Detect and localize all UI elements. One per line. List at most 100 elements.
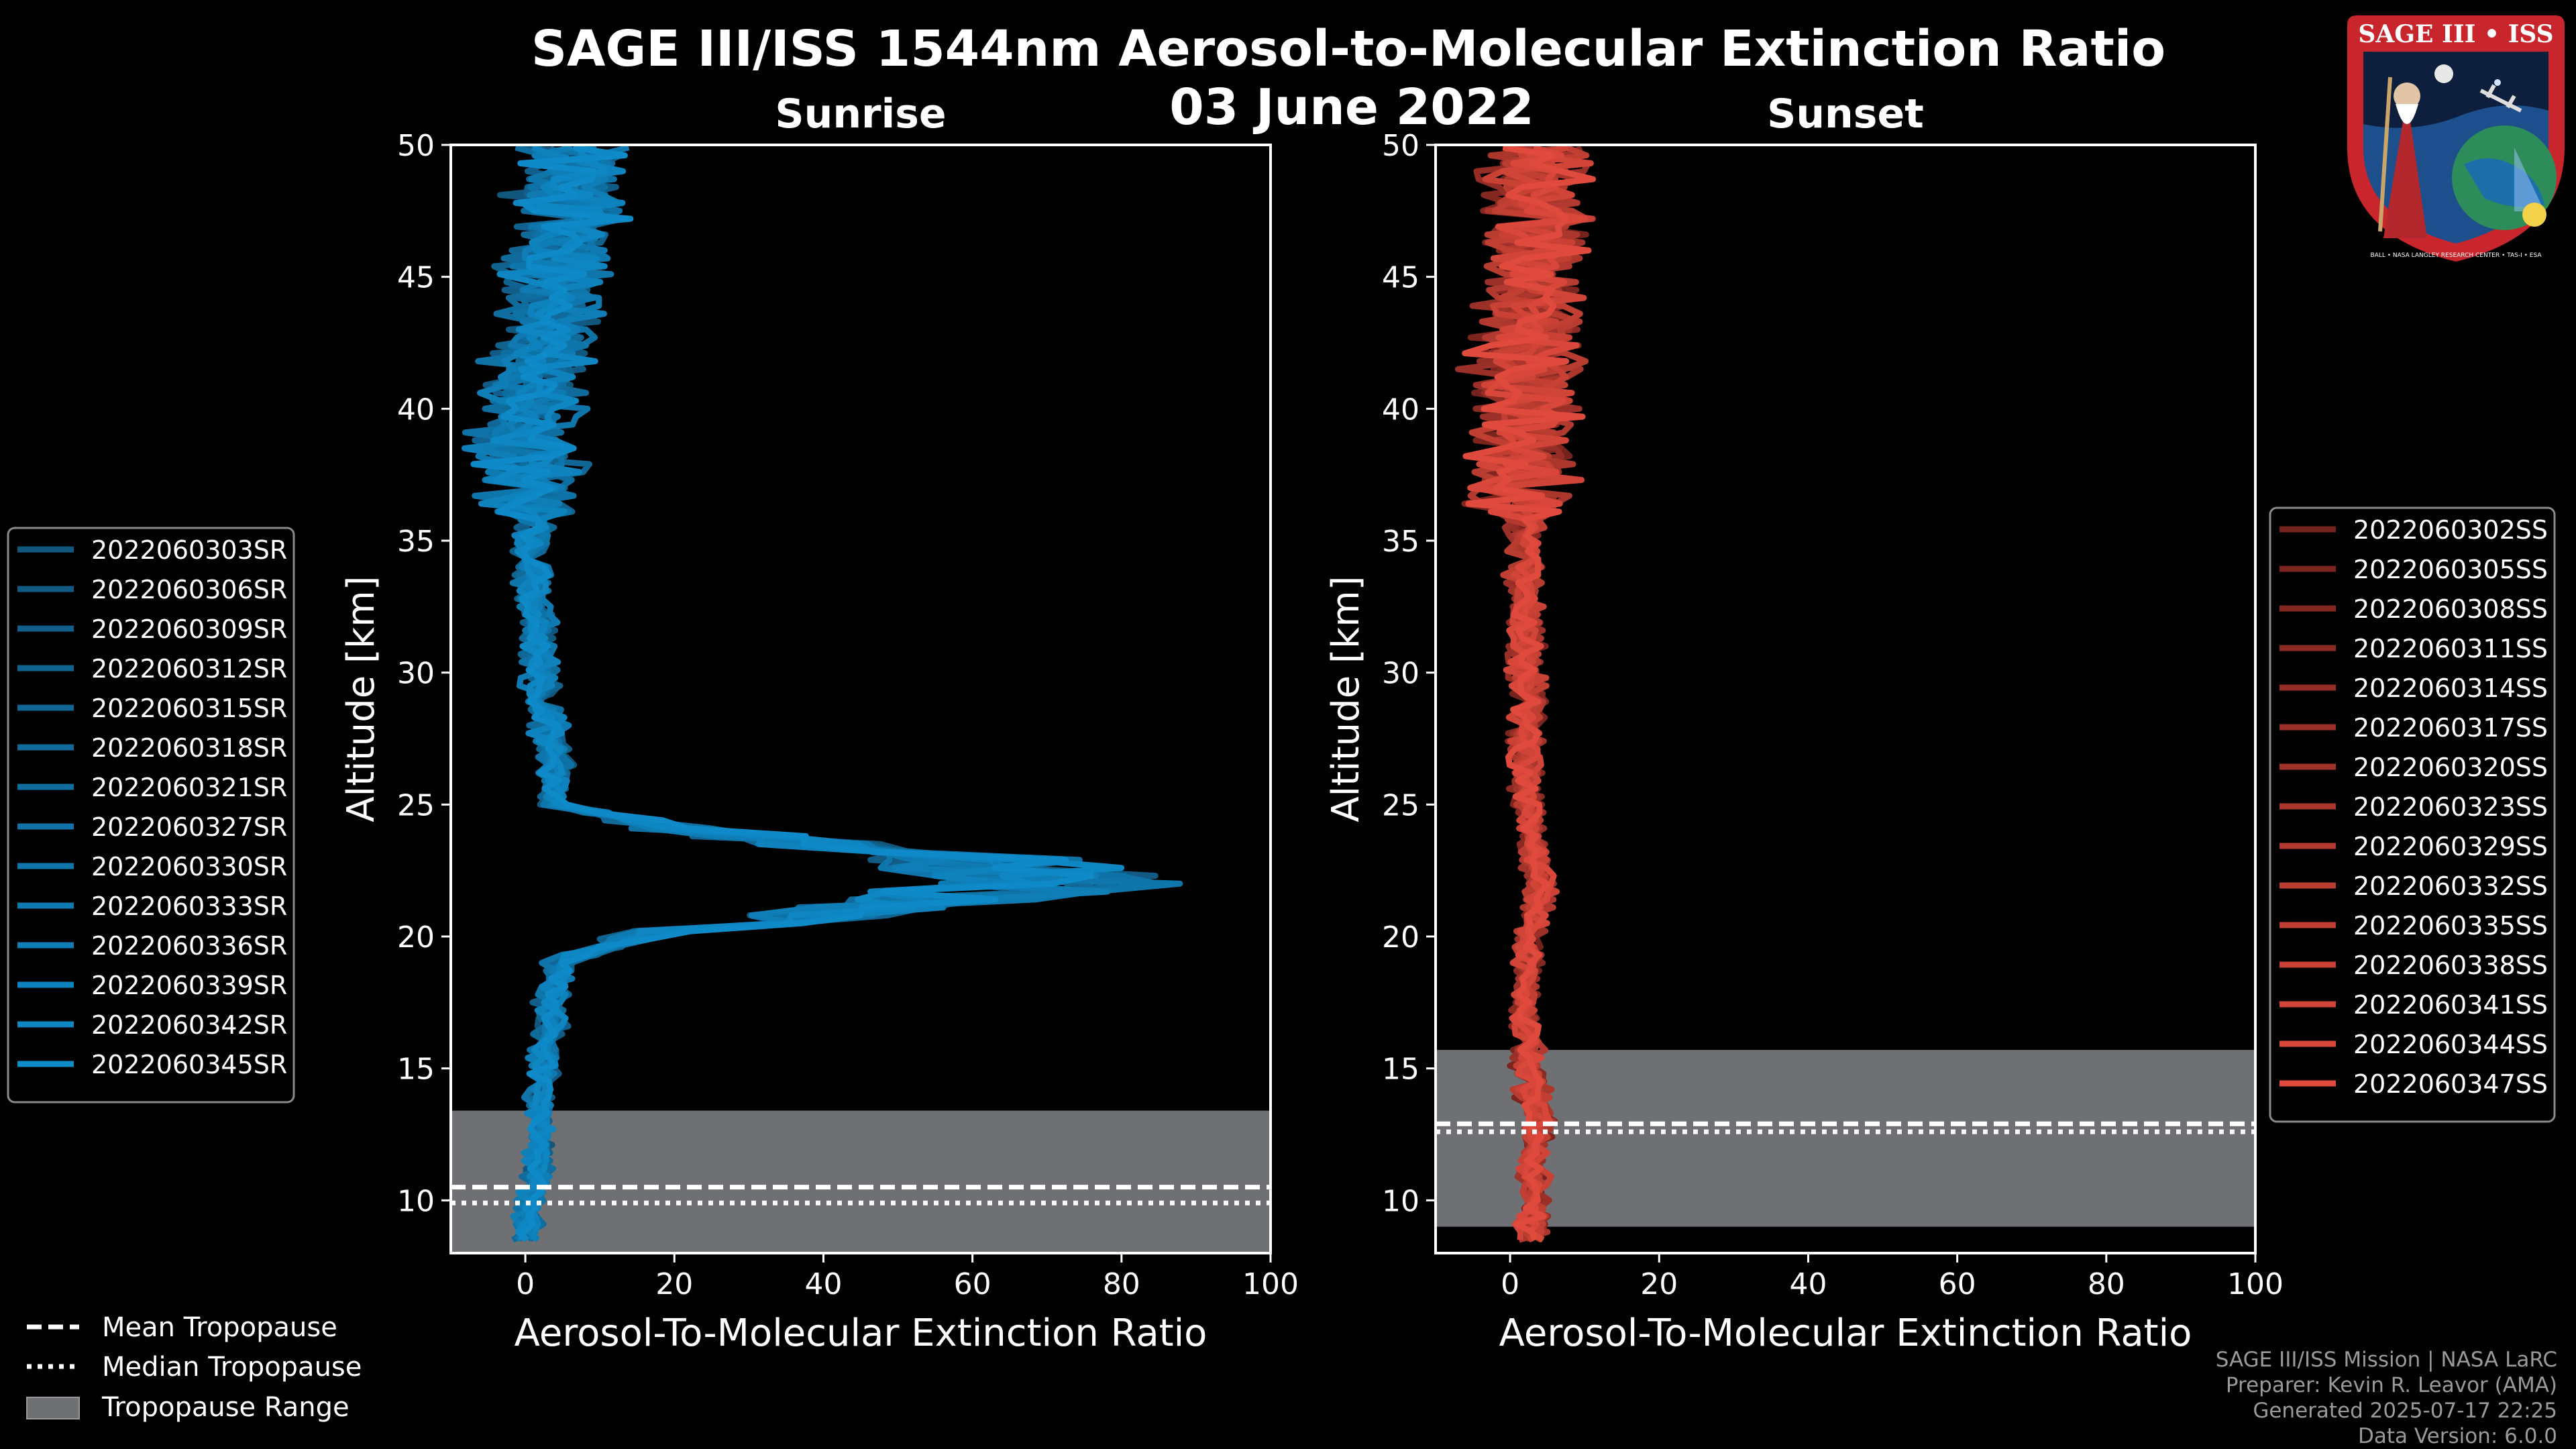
legend-label-2022060323SS: 2022060323SS: [2353, 792, 2548, 822]
sunset-legend: 2022060302SS 2022060305SS 2022060308SS 2022…: [2269, 506, 2556, 1123]
legend-label-2022060309SR: 2022060309SR: [91, 614, 287, 644]
legend-label-2022060320SS: 2022060320SS: [2353, 753, 2548, 782]
tropopause-range-band: [1436, 1050, 2255, 1227]
legend-label-2022060305SS: 2022060305SS: [2353, 555, 2548, 584]
credits-generated: Generated 2025-07-17 22:25: [2253, 1399, 2557, 1423]
y-tick-label: 30: [1382, 657, 1419, 691]
legend-label-2022060327SR: 2022060327SR: [91, 812, 287, 842]
tropopause-range-label: Tropopause Range: [101, 1392, 350, 1423]
moon-icon: [2434, 64, 2453, 83]
legend-label-2022060303SR: 2022060303SR: [91, 535, 287, 565]
legend-label-2022060308SS: 2022060308SS: [2353, 594, 2548, 624]
y-tick-label: 35: [1382, 525, 1419, 559]
legend-label-2022060344SS: 2022060344SS: [2353, 1030, 2548, 1059]
iss-icon: [2479, 84, 2522, 113]
y-tick-label: 40: [397, 392, 435, 427]
legend-label-2022060338SS: 2022060338SS: [2353, 951, 2548, 980]
x-tick-label: 60: [1939, 1267, 1976, 1301]
median-tropopause-label: Median Tropopause: [102, 1352, 362, 1383]
legend-label-2022060318SR: 2022060318SR: [91, 733, 287, 763]
x-tick-label: 0: [1501, 1267, 1519, 1301]
wizard-figure-icon: [2383, 97, 2427, 238]
plot-area: [451, 145, 1271, 1253]
legend-frame: [7, 527, 295, 1104]
legend-label-2022060315SR: 2022060315SR: [91, 694, 287, 723]
badge-ring-text: BALL • NASA LANGLEY RESEARCH CENTER • TA…: [2370, 252, 2542, 259]
legend-label-2022060306SR: 2022060306SR: [91, 575, 287, 604]
x-tick-label: 20: [655, 1267, 693, 1301]
plot-area: [1436, 145, 2255, 1243]
profile-line-2022060345SR: [470, 145, 1094, 1241]
badge-name: SAGE III • ISS: [2358, 20, 2553, 48]
x-tick-label: 0: [516, 1267, 535, 1301]
x-tick-label: 40: [804, 1267, 842, 1301]
legend-label-2022060342SR: 2022060342SR: [91, 1010, 287, 1040]
profile-line-2022060347SS: [1462, 145, 1597, 1241]
y-tick-label: 15: [1382, 1053, 1419, 1087]
sage-iii-iss-logo: SAGE III • ISS BALL • NASA LANGLEY RESEA…: [2347, 15, 2565, 262]
legend-label-2022060314SS: 2022060314SS: [2353, 674, 2548, 703]
legend-frame: [2269, 506, 2556, 1123]
legend-label-2022060339SR: 2022060339SR: [91, 971, 287, 1000]
x-tick-label: 20: [1640, 1267, 1678, 1301]
legend-label-2022060335SS: 2022060335SS: [2353, 911, 2548, 941]
legend-label-2022060333SR: 2022060333SR: [91, 892, 287, 921]
credits: SAGE III/ISS Mission | NASA LaRC Prepare…: [2216, 1348, 2557, 1448]
y-tick-label: 20: [1382, 920, 1419, 955]
credits-preparer: Preparer: Kevin R. Leavor (AMA): [2226, 1373, 2557, 1397]
y-tick-label: 15: [397, 1053, 435, 1087]
y-tick-label: 50: [397, 129, 435, 163]
mean-tropopause-label: Mean Tropopause: [102, 1312, 337, 1343]
x-tick-label: 80: [2088, 1267, 2125, 1301]
legend-label-2022060317SS: 2022060317SS: [2353, 713, 2548, 743]
x-tick-label: 40: [1789, 1267, 1827, 1301]
y-axis-label: Altitude [km]: [339, 576, 383, 822]
sun-icon: [2522, 203, 2546, 227]
legend-label-2022060347SS: 2022060347SS: [2353, 1069, 2548, 1099]
panel-title: Sunrise: [775, 91, 946, 138]
legend-label-2022060329SS: 2022060329SS: [2353, 832, 2548, 861]
x-axis-label: Aerosol-To-Molecular Extinction Ratio: [515, 1311, 1208, 1355]
y-tick-label: 45: [397, 261, 435, 295]
legend-label-2022060302SS: 2022060302SS: [2353, 515, 2548, 545]
x-tick-label: 100: [1242, 1267, 1299, 1301]
y-tick-label: 25: [397, 788, 435, 822]
legend-label-2022060341SS: 2022060341SS: [2353, 990, 2548, 1020]
legend-label-2022060312SR: 2022060312SR: [91, 654, 287, 684]
panel-title: Sunset: [1767, 91, 1924, 138]
axes-frame: [449, 144, 1272, 1254]
x-tick-label: 80: [1103, 1267, 1140, 1301]
y-tick-label: 10: [1382, 1184, 1419, 1218]
y-tick-label: 25: [1382, 788, 1419, 822]
x-tick-label: 100: [2227, 1267, 2284, 1301]
y-tick-label: 40: [1382, 392, 1419, 427]
sunset-panel: 0 20 40 60 80 100 10 15 20 25 30 35 40 45 50 Sunset Aero…: [1324, 91, 2556, 1355]
figure-date: 03 June 2022: [1169, 78, 1534, 136]
y-tick-label: 50: [1382, 129, 1419, 163]
y-tick-label: 35: [397, 525, 435, 559]
x-axis-label: Aerosol-To-Molecular Extinction Ratio: [1499, 1311, 2192, 1355]
tropopause-range-band: [451, 1110, 1271, 1253]
legend-label-2022060332SS: 2022060332SS: [2353, 871, 2548, 901]
y-axis-label: Altitude [km]: [1324, 576, 1368, 822]
figure-title: SAGE III/ISS 1544nm Aerosol-to-Molecular…: [531, 20, 2165, 78]
profile-line-2022060342SR: [490, 146, 1125, 1242]
credits-version: Data Version: 6.0.0: [2358, 1424, 2557, 1448]
legend-label-2022060311SS: 2022060311SS: [2353, 634, 2548, 663]
legend-label-2022060330SR: 2022060330SR: [91, 852, 287, 881]
legend-label-2022060345SR: 2022060345SR: [91, 1050, 287, 1079]
legend-label-2022060321SR: 2022060321SR: [91, 773, 287, 802]
sunrise-legend: 2022060303SR 2022060306SR 2022060309SR 2022…: [7, 527, 295, 1104]
tropopause-legend: Mean Tropopause Median Tropopause Tropop…: [26, 1312, 362, 1423]
y-tick-label: 45: [1382, 261, 1419, 295]
credits-mission: SAGE III/ISS Mission | NASA LaRC: [2216, 1348, 2557, 1372]
y-tick-label: 10: [397, 1184, 435, 1218]
y-tick-label: 30: [397, 657, 435, 691]
y-tick-label: 20: [397, 920, 435, 955]
sunrise-panel: 0 20 40 60 80 100 10 15 20 25 30 35 40 45 50 Sunrise Aer…: [7, 91, 1299, 1355]
x-tick-label: 60: [954, 1267, 991, 1301]
axes-frame: [1434, 144, 2257, 1254]
legend-label-2022060336SR: 2022060336SR: [91, 931, 287, 961]
tropopause-range-swatch: [26, 1397, 80, 1419]
